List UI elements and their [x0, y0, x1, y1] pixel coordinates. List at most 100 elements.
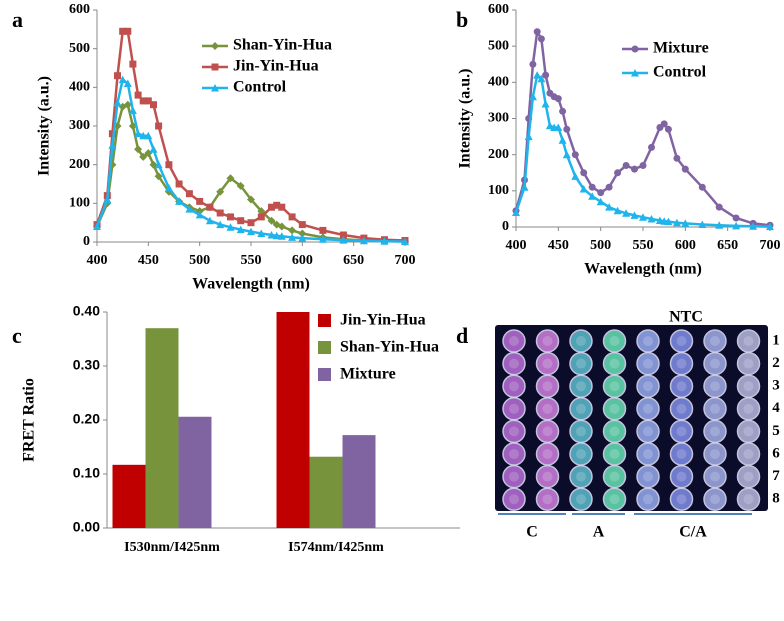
well-center — [643, 358, 653, 369]
legend-label: Jin-Yin-Hua — [233, 58, 319, 75]
y-axis-label: Intensity (a.u.) — [457, 68, 474, 168]
well-center — [710, 449, 720, 459]
well-center — [743, 403, 754, 414]
row-label: 5 — [772, 423, 780, 439]
x-tick-label: 700 — [395, 253, 416, 268]
y-tick-label: 400 — [69, 80, 90, 95]
well-center — [542, 336, 553, 346]
y-tick-label: 100 — [69, 196, 90, 211]
well-center — [609, 403, 620, 414]
well-center — [710, 358, 720, 369]
legend-symbol — [318, 368, 331, 381]
panel-label: b — [456, 7, 468, 32]
y-tick-label: 300 — [69, 118, 90, 133]
well-center — [576, 336, 586, 346]
well — [669, 487, 694, 511]
row-label: 8 — [772, 491, 780, 507]
well-center — [609, 449, 620, 459]
well-center — [676, 471, 687, 482]
well-center — [710, 426, 720, 437]
well-center — [609, 381, 620, 392]
group-label: A — [593, 524, 605, 541]
well — [569, 487, 593, 511]
well-center — [509, 449, 519, 459]
y-axis-label: Intensity (a.u.) — [36, 76, 53, 176]
y-tick-label: 0.10 — [73, 465, 100, 481]
x-tick-label: 400 — [506, 238, 527, 253]
well — [736, 487, 761, 511]
legend-label: Shan-Yin-Hua — [233, 37, 332, 54]
group-label: C — [526, 524, 538, 541]
x-tick-label: 450 — [138, 253, 159, 268]
x-tick-label: 500 — [189, 253, 210, 268]
well-center — [542, 471, 553, 482]
legend-label: Control — [653, 64, 707, 81]
y-tick-label: 0.40 — [73, 303, 100, 319]
x-tick-label: 600 — [675, 238, 696, 253]
x-tick-label: 650 — [343, 253, 364, 268]
well-center — [576, 358, 586, 369]
x-tick-label: 550 — [633, 238, 654, 253]
group-label: C/A — [679, 524, 707, 541]
well-center — [643, 471, 653, 482]
x-tick-label: I530nm/I425nm — [124, 540, 220, 555]
well-center — [576, 426, 586, 437]
well-center — [676, 449, 687, 459]
well-center — [676, 426, 687, 437]
y-tick-label: 600 — [69, 2, 90, 17]
well-center — [576, 403, 586, 414]
row-label: 4 — [772, 400, 780, 416]
well-center — [743, 426, 754, 437]
well — [602, 487, 627, 511]
bar — [276, 312, 310, 528]
well — [535, 487, 560, 511]
row-label: 1 — [772, 332, 780, 348]
well-center — [710, 381, 720, 392]
legend-label: Mixture — [340, 366, 396, 383]
well-center — [542, 358, 553, 369]
well-center — [676, 381, 687, 392]
well-center — [609, 358, 620, 369]
bar — [112, 464, 146, 528]
well-center — [542, 426, 553, 437]
y-tick-label: 500 — [488, 38, 509, 53]
well-center — [509, 494, 519, 505]
panel-label: c — [12, 323, 22, 348]
well-center — [710, 494, 720, 505]
row-label: 2 — [772, 355, 780, 371]
well-center — [643, 449, 653, 459]
series-line — [512, 71, 774, 231]
well-center — [710, 403, 720, 414]
legend-label: Mixture — [653, 40, 709, 57]
x-axis-label: Wavelength (nm) — [584, 261, 702, 278]
panel-label: a — [12, 7, 23, 32]
well-center — [676, 336, 687, 346]
bar — [145, 328, 179, 528]
well-center — [743, 471, 754, 482]
well-center — [542, 494, 553, 505]
row-label: 3 — [772, 378, 780, 394]
y-tick-label: 400 — [488, 75, 509, 90]
row-label: 7 — [772, 468, 780, 484]
series-line — [93, 100, 409, 246]
well-center — [609, 336, 620, 346]
legend-symbol — [318, 341, 331, 354]
y-tick-label: 600 — [488, 2, 509, 17]
series-line — [93, 75, 409, 246]
y-tick-label: 100 — [488, 183, 509, 198]
row-label: 6 — [772, 445, 780, 461]
well-center — [542, 381, 553, 392]
y-axis-label: FRET Ratio — [21, 378, 38, 462]
well-center — [743, 381, 754, 392]
well-center — [509, 471, 519, 482]
well-center — [643, 494, 653, 505]
x-tick-label: 650 — [717, 238, 738, 253]
x-tick-label: I574nm/I425nm — [288, 540, 384, 555]
y-tick-label: 0 — [502, 219, 509, 234]
x-tick-label: 600 — [292, 253, 313, 268]
well — [636, 487, 660, 511]
y-tick-label: 0.00 — [73, 519, 100, 535]
well-center — [509, 358, 519, 369]
well-center — [676, 494, 687, 505]
